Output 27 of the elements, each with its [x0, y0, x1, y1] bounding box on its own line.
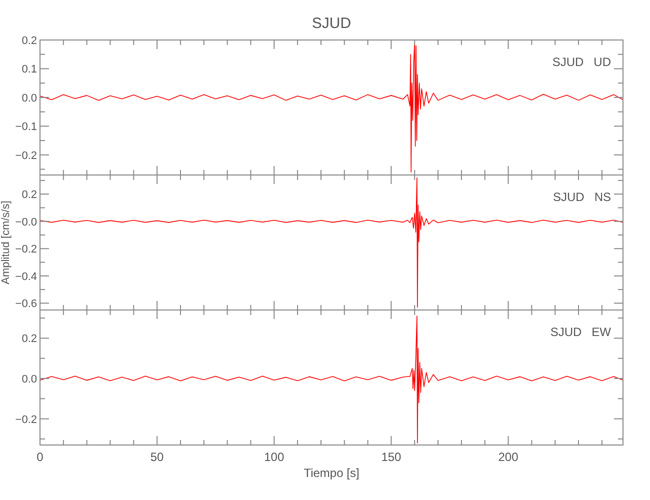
line-series	[40, 316, 624, 444]
y-tick-label: 0.2	[22, 35, 37, 47]
y-tick-label: −0.2	[15, 244, 37, 256]
y-tick-label: 0.1	[22, 64, 37, 76]
y-tick-label: 0.0	[22, 92, 37, 104]
y-tick-label: 0.2	[22, 333, 37, 346]
chart-title: SJUD	[312, 15, 352, 32]
y-tick-label: −0.2	[15, 150, 37, 162]
annotation: SJUD EW	[550, 325, 612, 339]
x-tick-label: 200	[498, 450, 519, 464]
line-series	[40, 42, 624, 173]
x-tick-label: 50	[150, 450, 164, 464]
y-tick-label: 0.0	[22, 374, 37, 386]
x-axis-title: Tiempo [s]	[304, 466, 360, 480]
y-tick-label: −0.6	[15, 298, 37, 310]
x-tick-label: 100	[264, 450, 284, 464]
y-tick-label: −0.0	[15, 216, 37, 228]
y-tick-label: −0.1	[15, 121, 37, 134]
y-tick-label: −0.2	[15, 414, 37, 426]
line-series	[40, 177, 624, 308]
annotation: SJUD NS	[552, 190, 611, 204]
y-tick-label: 0.2	[22, 189, 37, 202]
y-tick-label: −0.4	[15, 270, 37, 283]
x-tick-label: 150	[381, 450, 402, 464]
annotation: SJUD UD	[552, 55, 612, 69]
x-tick-label: 0	[36, 450, 44, 464]
y-axis-title: Amplitud [cm/s/s]	[0, 200, 12, 284]
